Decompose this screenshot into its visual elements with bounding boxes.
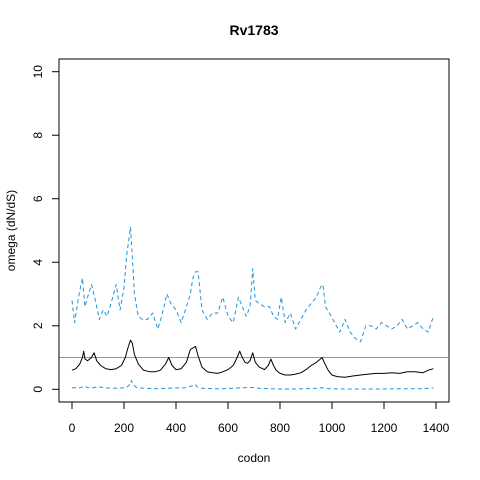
lower-bound-line — [72, 379, 434, 390]
x-tick-label: 400 — [166, 421, 186, 435]
y-tick-label: 10 — [31, 65, 45, 79]
series-layer — [71, 226, 434, 390]
x-tick-label: 1200 — [371, 421, 398, 435]
x-tick-label: 1400 — [423, 421, 450, 435]
x-tick-label: 800 — [270, 421, 290, 435]
y-tick-label: 2 — [31, 322, 45, 329]
chart-title: Rv1783 — [229, 22, 278, 38]
x-tick-label: 200 — [114, 421, 134, 435]
y-axis: 0 2 4 6 8 10 — [31, 65, 60, 393]
x-axis-title: codon — [238, 451, 271, 465]
y-tick-label: 6 — [31, 195, 45, 202]
upper-bound-line — [71, 226, 434, 343]
y-tick-label: 4 — [31, 259, 45, 266]
y-axis-title: omega (dN/dS) — [4, 190, 18, 271]
x-axis: 0 200 400 600 800 1000 1200 1400 — [69, 401, 450, 435]
y-tick-label: 0 — [31, 386, 45, 393]
plot-frame — [58, 58, 450, 403]
omega-line — [71, 339, 434, 378]
x-tick-label: 600 — [218, 421, 238, 435]
x-tick-label: 1000 — [319, 421, 346, 435]
y-tick-label: 8 — [31, 132, 45, 139]
x-tick-label: 0 — [69, 421, 76, 435]
